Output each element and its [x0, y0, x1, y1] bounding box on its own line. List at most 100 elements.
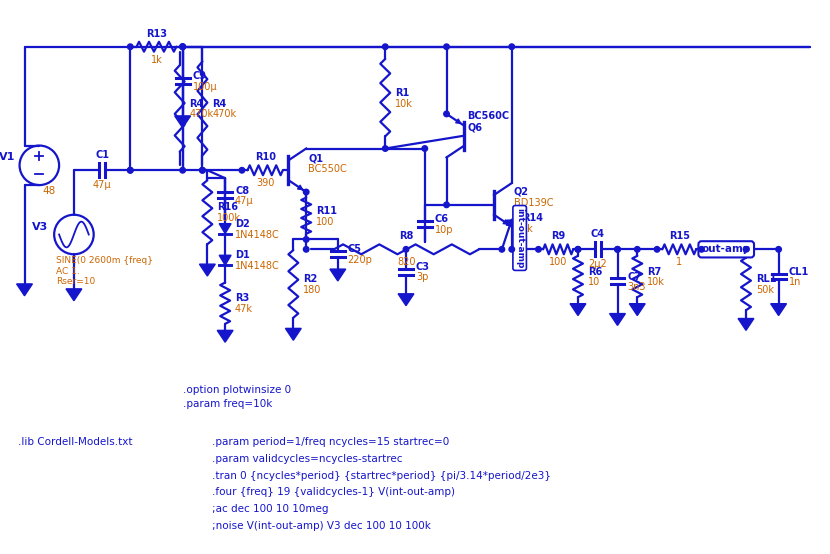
Text: 180: 180: [303, 285, 321, 295]
Text: BD139C: BD139C: [514, 198, 554, 208]
Text: out-amp: out-amp: [701, 244, 751, 254]
Text: R9: R9: [551, 232, 565, 242]
Text: ;noise V(int-out-amp) V3 dec 100 10 100k: ;noise V(int-out-amp) V3 dec 100 10 100k: [212, 521, 431, 531]
Text: R7: R7: [647, 266, 662, 276]
Text: .option plotwinsize 0: .option plotwinsize 0: [183, 384, 290, 394]
Circle shape: [180, 44, 185, 49]
Text: 50k: 50k: [756, 285, 774, 295]
Text: C6: C6: [435, 214, 449, 224]
Polygon shape: [629, 304, 645, 316]
Text: 47µ: 47µ: [93, 180, 111, 190]
Circle shape: [535, 247, 541, 252]
Circle shape: [180, 44, 185, 49]
Circle shape: [128, 44, 133, 49]
Text: 3n3: 3n3: [627, 283, 646, 293]
Text: AC 1.: AC 1.: [56, 266, 80, 275]
Polygon shape: [609, 314, 626, 325]
Text: 100k: 100k: [217, 213, 242, 223]
Circle shape: [403, 247, 408, 252]
Text: R13: R13: [146, 29, 167, 39]
Polygon shape: [219, 224, 231, 234]
Text: R16: R16: [217, 202, 238, 212]
Text: BC550C: BC550C: [308, 165, 347, 175]
Circle shape: [239, 167, 245, 173]
Circle shape: [444, 202, 449, 208]
Polygon shape: [738, 319, 754, 330]
Text: Q2: Q2: [514, 186, 529, 196]
Polygon shape: [17, 284, 32, 296]
Text: R14: R14: [521, 213, 543, 223]
Text: 470k: 470k: [189, 110, 213, 120]
Text: .four {freq} 19 {validcycles-1} V(int-out-amp): .four {freq} 19 {validcycles-1} V(int-ou…: [212, 488, 456, 497]
Text: .param freq=10k: .param freq=10k: [183, 399, 272, 409]
Text: 390: 390: [256, 178, 275, 188]
Text: .lib Cordell-Models.txt: .lib Cordell-Models.txt: [17, 437, 132, 447]
Text: R2: R2: [303, 274, 317, 284]
Text: Q1: Q1: [308, 153, 323, 163]
Polygon shape: [175, 116, 191, 128]
Text: V1: V1: [0, 152, 16, 162]
Text: 1k: 1k: [521, 224, 534, 234]
Text: 220p: 220p: [348, 255, 373, 265]
Text: R6: R6: [588, 266, 602, 276]
Polygon shape: [771, 304, 787, 316]
Text: BC560C: BC560C: [467, 111, 510, 121]
Polygon shape: [330, 269, 346, 281]
Circle shape: [422, 146, 427, 151]
Circle shape: [128, 167, 133, 173]
Text: 470k: 470k: [212, 110, 237, 120]
Text: R8: R8: [399, 232, 413, 242]
Text: 100µ: 100µ: [193, 82, 217, 92]
Circle shape: [776, 247, 781, 252]
Circle shape: [128, 167, 133, 173]
Circle shape: [383, 146, 388, 151]
Polygon shape: [199, 264, 215, 276]
Text: D1: D1: [235, 250, 250, 260]
Text: RL1: RL1: [756, 274, 776, 284]
Text: .tran 0 {ncycles*period} {startrec*period} {pi/3.14*period/2e3}: .tran 0 {ncycles*period} {startrec*perio…: [212, 471, 551, 481]
Text: ;ac dec 100 10 10meg: ;ac dec 100 10 10meg: [212, 504, 329, 514]
Text: D2: D2: [235, 219, 250, 229]
Circle shape: [444, 111, 449, 117]
Text: C5: C5: [348, 244, 362, 254]
Text: 10k: 10k: [395, 99, 413, 109]
Text: 47µ: 47µ: [235, 196, 254, 207]
Text: C3: C3: [416, 261, 430, 271]
Circle shape: [180, 167, 185, 173]
Text: R4: R4: [189, 99, 204, 109]
Text: R10: R10: [255, 152, 276, 162]
Text: V3: V3: [32, 222, 48, 232]
Text: .param period=1/freq ncycles=15 startrec=0: .param period=1/freq ncycles=15 startrec…: [212, 437, 450, 447]
Text: 1N4148C: 1N4148C: [235, 261, 280, 271]
Circle shape: [499, 247, 505, 252]
Circle shape: [743, 247, 749, 252]
Polygon shape: [286, 329, 301, 340]
Circle shape: [654, 247, 660, 252]
Circle shape: [575, 247, 581, 252]
Circle shape: [575, 247, 581, 252]
Text: .param validcycles=ncycles-startrec: .param validcycles=ncycles-startrec: [212, 454, 403, 464]
Text: 3p: 3p: [416, 273, 428, 283]
Text: 1N4148C: 1N4148C: [235, 229, 280, 239]
Text: Q6: Q6: [467, 123, 482, 133]
Polygon shape: [570, 304, 586, 316]
Circle shape: [615, 247, 620, 252]
Text: R1: R1: [395, 88, 409, 98]
Circle shape: [444, 44, 449, 49]
Circle shape: [634, 247, 640, 252]
Polygon shape: [219, 255, 231, 265]
Circle shape: [304, 247, 309, 252]
Text: 820: 820: [398, 257, 416, 267]
Circle shape: [383, 44, 388, 49]
Text: R15: R15: [669, 232, 690, 242]
Text: CL1: CL1: [788, 266, 808, 276]
Circle shape: [200, 167, 205, 173]
Text: 48: 48: [42, 186, 56, 196]
Text: 100: 100: [316, 217, 334, 227]
Text: R4: R4: [212, 99, 227, 109]
Text: 1: 1: [676, 257, 682, 267]
Polygon shape: [398, 294, 414, 306]
Circle shape: [200, 167, 205, 173]
Circle shape: [180, 44, 185, 49]
Polygon shape: [66, 289, 82, 301]
